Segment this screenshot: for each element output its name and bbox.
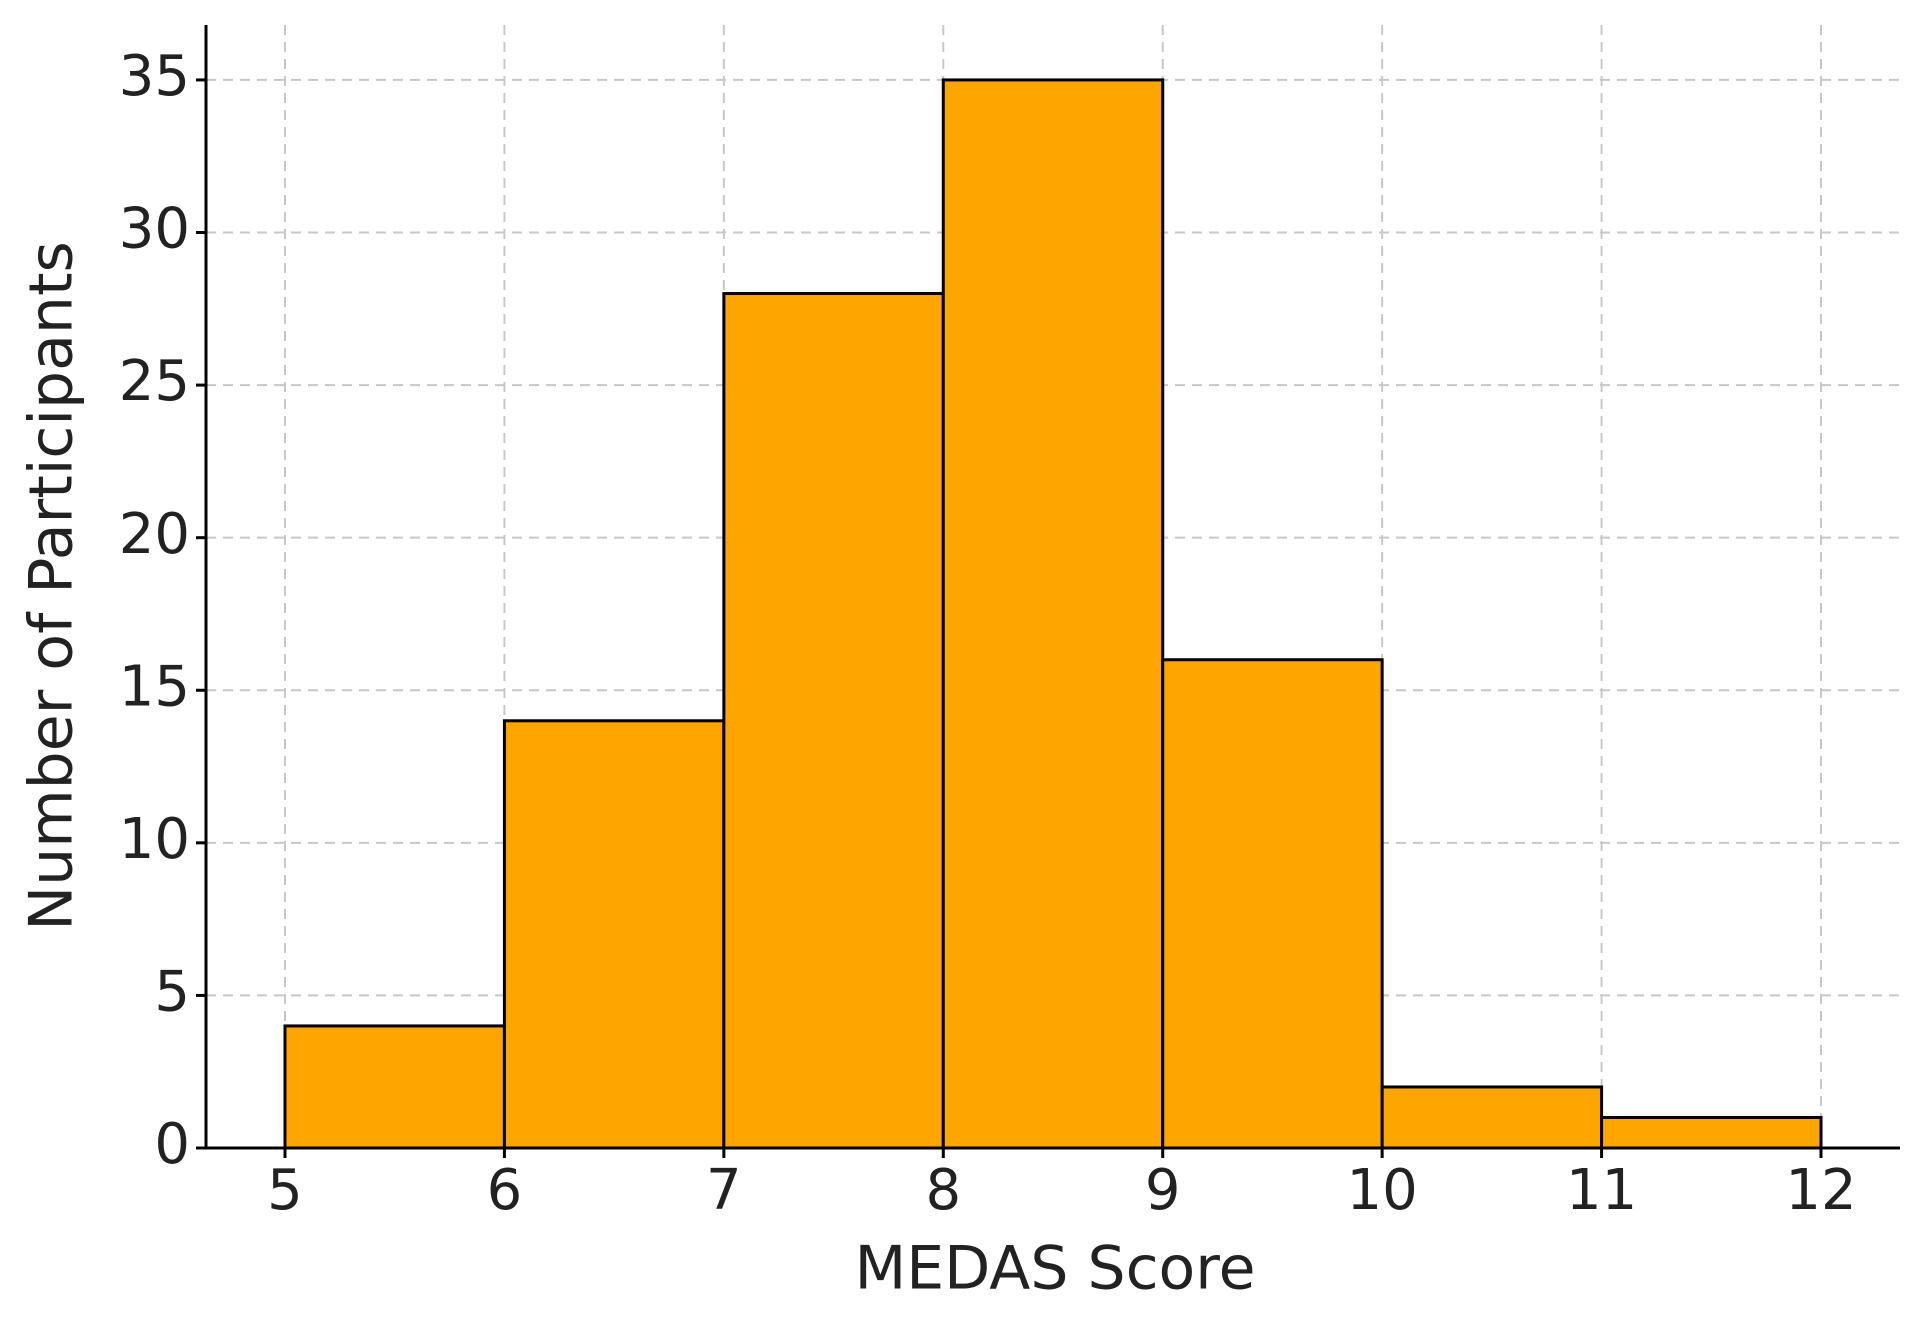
y-tick-label: 35 [119,44,190,109]
x-tick-label: 7 [706,1158,742,1223]
bar [1600,1115,1823,1150]
bar [722,292,945,1150]
x-axis-label: MEDAS Score [854,1234,1255,1304]
y-tick-label: 0 [154,1112,190,1177]
x-tick-label: 8 [925,1158,961,1223]
x-tick-label: 11 [1566,1158,1637,1223]
y-axis-label: Number of Participants [17,241,87,930]
x-tick-label: 6 [487,1158,523,1223]
y-tick-label: 15 [119,654,190,719]
x-tick-label: 5 [267,1158,303,1223]
x-tick-label: 12 [1785,1158,1856,1223]
bar [502,719,726,1150]
bar [941,78,1165,1150]
y-tick-label: 30 [119,197,190,262]
x-tick-label: 9 [1145,1158,1181,1223]
bar [1380,1085,1604,1150]
y-tick-label: 25 [119,349,190,414]
x-tick-label: 10 [1347,1158,1418,1223]
y-tick-label: 5 [154,960,190,1025]
y-tick-label: 20 [119,502,190,567]
bar [1161,658,1384,1150]
bar [283,1024,506,1150]
y-tick-label: 10 [119,807,190,872]
